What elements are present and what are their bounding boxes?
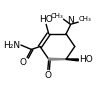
Text: CH₃: CH₃ (50, 13, 63, 19)
Text: HO: HO (39, 15, 53, 24)
Text: H₂N: H₂N (3, 41, 20, 50)
Polygon shape (49, 58, 66, 60)
Text: O: O (44, 70, 51, 80)
Polygon shape (66, 59, 78, 61)
Text: N: N (67, 16, 74, 25)
Text: O: O (20, 58, 27, 67)
Text: HO: HO (79, 55, 92, 64)
Text: CH₃: CH₃ (79, 16, 91, 22)
